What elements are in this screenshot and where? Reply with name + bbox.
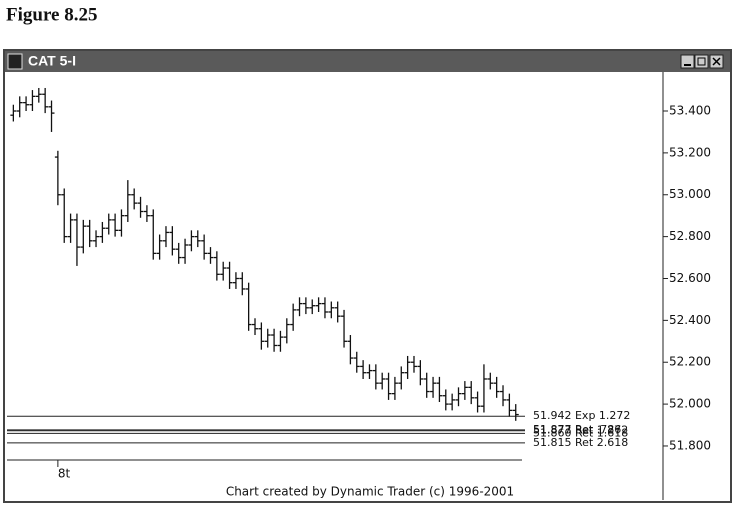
window-buttons: [680, 54, 724, 69]
y-tick-label: 52.800: [669, 229, 711, 243]
x-tick-label: 8t: [58, 467, 71, 481]
y-tick-label: 51.800: [669, 438, 711, 452]
y-tick-label: 52.400: [669, 313, 711, 327]
y-tick-label: 53.200: [669, 145, 711, 159]
level-label: 51.877 Ret .786: [533, 423, 621, 436]
close-glyph: [712, 57, 721, 66]
title-bar: [5, 51, 730, 72]
figure-label: Figure 8.25: [6, 4, 97, 25]
y-tick-label: 53.000: [669, 187, 711, 201]
level-label: 51.873 Ret 1.272: [533, 424, 628, 437]
y-tick-label: 52.200: [669, 355, 711, 369]
maximize-glyph: [697, 57, 706, 66]
y-tick-label: 52.600: [669, 271, 711, 285]
minimize-button[interactable]: [680, 54, 695, 69]
level-label: 51.815 Ret 2.618: [533, 436, 628, 449]
y-tick-label: 52.000: [669, 397, 711, 411]
maximize-button[interactable]: [694, 54, 709, 69]
window-frame: [3, 49, 732, 503]
y-tick-label: 53.400: [669, 104, 711, 118]
level-label: 51.942 Exp 1.272: [533, 409, 630, 422]
window-title: CAT 5-I: [28, 53, 76, 69]
level-label: 51.860 Ret 1.618: [533, 426, 628, 439]
footer: Chart created by Dynamic Trader (c) 1996…: [226, 485, 514, 499]
window-icon: [7, 53, 23, 70]
